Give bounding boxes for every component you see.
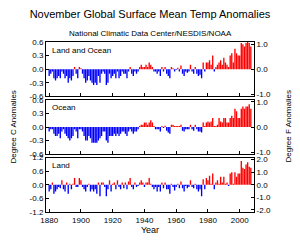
svg-text:0.6: 0.6 [32,96,44,105]
svg-text:-0.3: -0.3 [30,136,44,145]
svg-text:-1.2: -1.2 [30,208,44,217]
svg-text:0.0: 0.0 [32,181,44,190]
svg-text:1940: 1940 [136,216,154,225]
svg-text:0.0: 0.0 [257,181,269,190]
svg-text:1920: 1920 [104,216,122,225]
svg-text:0.0: 0.0 [32,123,44,132]
svg-text:Year: Year [141,225,159,235]
svg-text:0.6: 0.6 [32,167,44,176]
svg-text:November Global Surface Mean T: November Global Surface Mean Temp Anomal… [30,8,271,20]
svg-text:-2.0: -2.0 [257,206,271,215]
svg-text:1880: 1880 [40,216,58,225]
svg-text:Degree C Anomalies: Degree C Anomalies [9,90,18,163]
svg-text:1.0: 1.0 [257,98,269,107]
svg-text:1.2: 1.2 [32,153,44,162]
svg-text:0.0: 0.0 [32,65,44,74]
svg-text:1900: 1900 [72,216,90,225]
svg-text:-0.6: -0.6 [30,150,44,159]
svg-text:0.0: 0.0 [257,65,269,74]
svg-text:1.0: 1.0 [257,40,269,49]
svg-text:-1.0: -1.0 [257,193,271,202]
svg-text:-0.3: -0.3 [30,79,44,88]
svg-text:-0.6: -0.6 [30,194,44,203]
svg-text:Land and Ocean: Land and Ocean [52,46,111,55]
svg-text:-0.6: -0.6 [30,92,44,101]
svg-text:-1.0: -1.0 [257,148,271,157]
svg-text:1980: 1980 [199,216,217,225]
svg-text:-1.0: -1.0 [257,90,271,99]
svg-text:0.6: 0.6 [32,38,44,47]
svg-text:Land: Land [52,161,70,170]
svg-text:0.3: 0.3 [32,109,44,118]
svg-text:1.0: 1.0 [257,168,269,177]
svg-text:National Climatic Data Center/: National Climatic Data Center/NESDIS/NOA… [69,29,232,38]
svg-text:2000: 2000 [231,216,249,225]
svg-text:2.0: 2.0 [257,155,269,164]
svg-text:Degree F Anomalies: Degree F Anomalies [284,90,293,162]
svg-text:Ocean: Ocean [52,103,76,112]
svg-text:0.3: 0.3 [32,51,44,60]
svg-text:0.0: 0.0 [257,123,269,132]
svg-text:1960: 1960 [167,216,185,225]
